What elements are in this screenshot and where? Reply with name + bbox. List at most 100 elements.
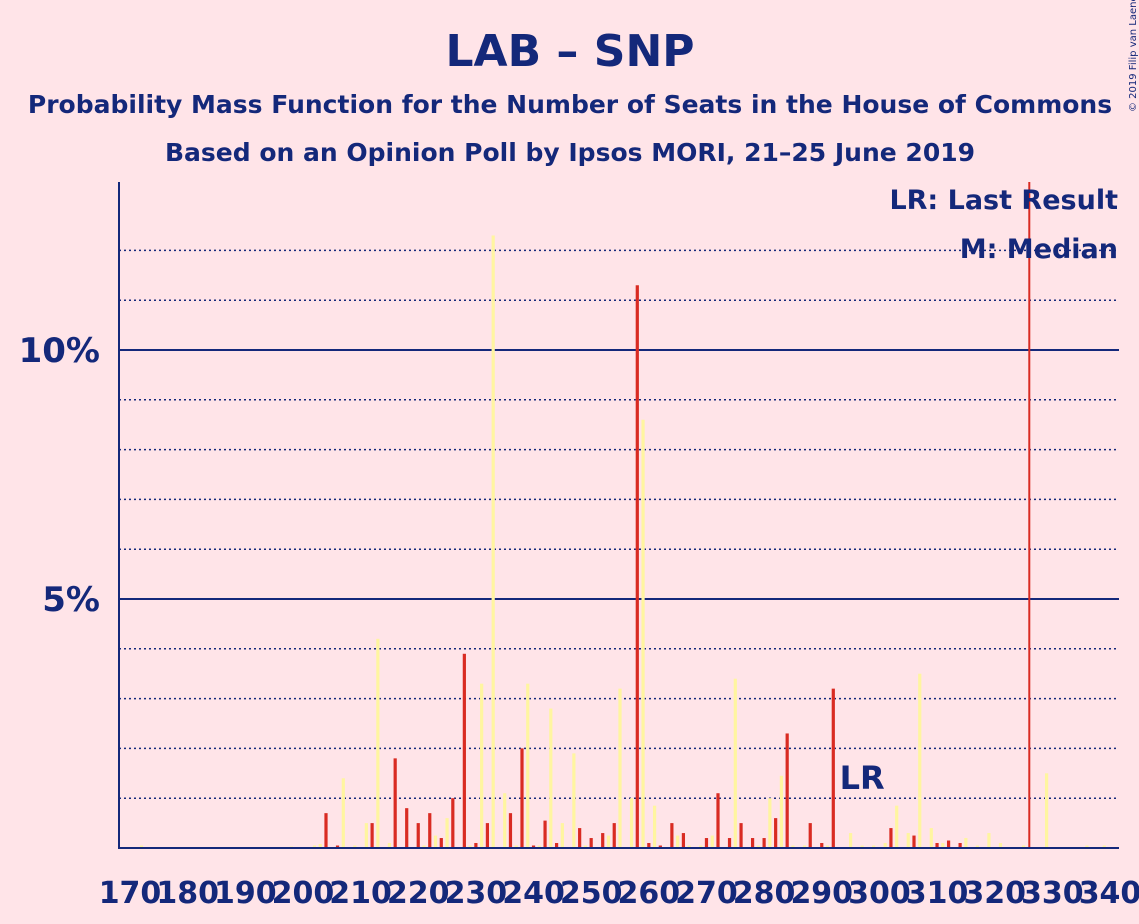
bar <box>687 845 691 848</box>
bar <box>964 838 968 848</box>
x-tick-label: 230 <box>445 876 508 911</box>
bar <box>578 828 582 848</box>
bar <box>987 833 991 848</box>
bar <box>422 845 426 848</box>
bar <box>658 845 662 848</box>
x-tick-label: 260 <box>618 876 681 911</box>
y-tick-label: 10% <box>19 331 100 371</box>
bar <box>820 843 824 848</box>
bar <box>774 818 778 848</box>
bar <box>445 818 449 848</box>
legend-median: M: Median <box>960 234 1118 265</box>
bar <box>941 843 945 848</box>
bar <box>537 845 541 848</box>
bar <box>647 843 651 848</box>
bar <box>364 823 368 848</box>
x-tick-label: 340 <box>1079 876 1139 911</box>
bar <box>929 828 933 848</box>
last-result-label: LR <box>840 759 885 797</box>
bar <box>756 845 760 848</box>
bar <box>393 758 397 848</box>
x-tick-label: 200 <box>272 876 335 911</box>
bar <box>312 845 317 848</box>
chart-subtitle-2: Based on an Opinion Poll by Ipsos MORI, … <box>165 138 975 167</box>
bar <box>428 813 432 848</box>
bar <box>652 805 657 848</box>
bar <box>485 823 490 848</box>
bar <box>860 845 864 848</box>
bar <box>676 835 680 848</box>
y-tick-label: 5% <box>42 580 100 620</box>
bar <box>612 823 616 848</box>
bar <box>802 845 807 848</box>
bar <box>912 835 916 848</box>
bar <box>508 813 513 848</box>
bar <box>750 838 755 848</box>
bar <box>341 778 345 848</box>
x-tick-label: 180 <box>156 876 219 911</box>
chart-subtitle-1: Probability Mass Function for the Number… <box>28 90 1112 119</box>
bar <box>589 838 593 848</box>
bar <box>543 820 547 848</box>
copyright-text: © 2019 Filip van Laenen <box>1128 0 1139 112</box>
bar <box>872 845 876 848</box>
chart-title: LAB – SNP <box>445 26 694 77</box>
x-tick-label: 170 <box>99 876 162 911</box>
bar <box>779 775 784 848</box>
bar <box>480 683 484 848</box>
bar <box>439 838 443 848</box>
x-tick-label: 330 <box>1021 876 1084 911</box>
bar <box>739 823 743 848</box>
bar <box>704 838 709 848</box>
bar <box>370 823 374 848</box>
x-tick-label: 320 <box>963 876 1026 911</box>
bar <box>641 419 645 848</box>
bar <box>762 838 766 848</box>
bar <box>318 844 322 848</box>
bar <box>353 845 357 848</box>
bar <box>768 798 772 848</box>
bar <box>791 845 795 848</box>
bar <box>1021 845 1026 848</box>
bar <box>825 845 830 848</box>
legend-last-result: LR: Last Result <box>889 185 1118 216</box>
bar <box>1085 845 1089 848</box>
bar <box>451 798 455 848</box>
bar <box>503 793 507 848</box>
x-tick-label: 190 <box>214 876 277 911</box>
bar <box>526 683 530 848</box>
bar <box>975 845 980 848</box>
x-tick-label: 280 <box>733 876 796 911</box>
bar <box>958 843 962 848</box>
bar <box>710 835 714 848</box>
bar <box>572 753 576 848</box>
bar <box>889 828 893 848</box>
bar <box>531 845 536 848</box>
x-tick-label: 290 <box>790 876 853 911</box>
bar <box>549 708 553 848</box>
bar <box>1102 845 1106 848</box>
bar <box>462 653 466 848</box>
bar <box>785 733 789 848</box>
x-tick-label: 240 <box>502 876 565 911</box>
bar <box>670 823 674 848</box>
bar <box>468 845 472 848</box>
bar <box>727 838 732 848</box>
bar <box>808 823 812 848</box>
bar <box>416 823 420 848</box>
bar <box>918 673 922 848</box>
bar <box>520 748 524 848</box>
bar <box>883 843 887 848</box>
bar <box>681 833 686 848</box>
bar <box>895 805 899 848</box>
bar <box>935 843 939 848</box>
bar <box>491 235 495 848</box>
bar <box>474 843 478 848</box>
bar <box>433 835 438 848</box>
x-tick-label: 300 <box>848 876 911 911</box>
bar <box>606 835 611 848</box>
bar <box>560 823 564 848</box>
bar <box>733 678 737 848</box>
bar <box>831 688 835 848</box>
